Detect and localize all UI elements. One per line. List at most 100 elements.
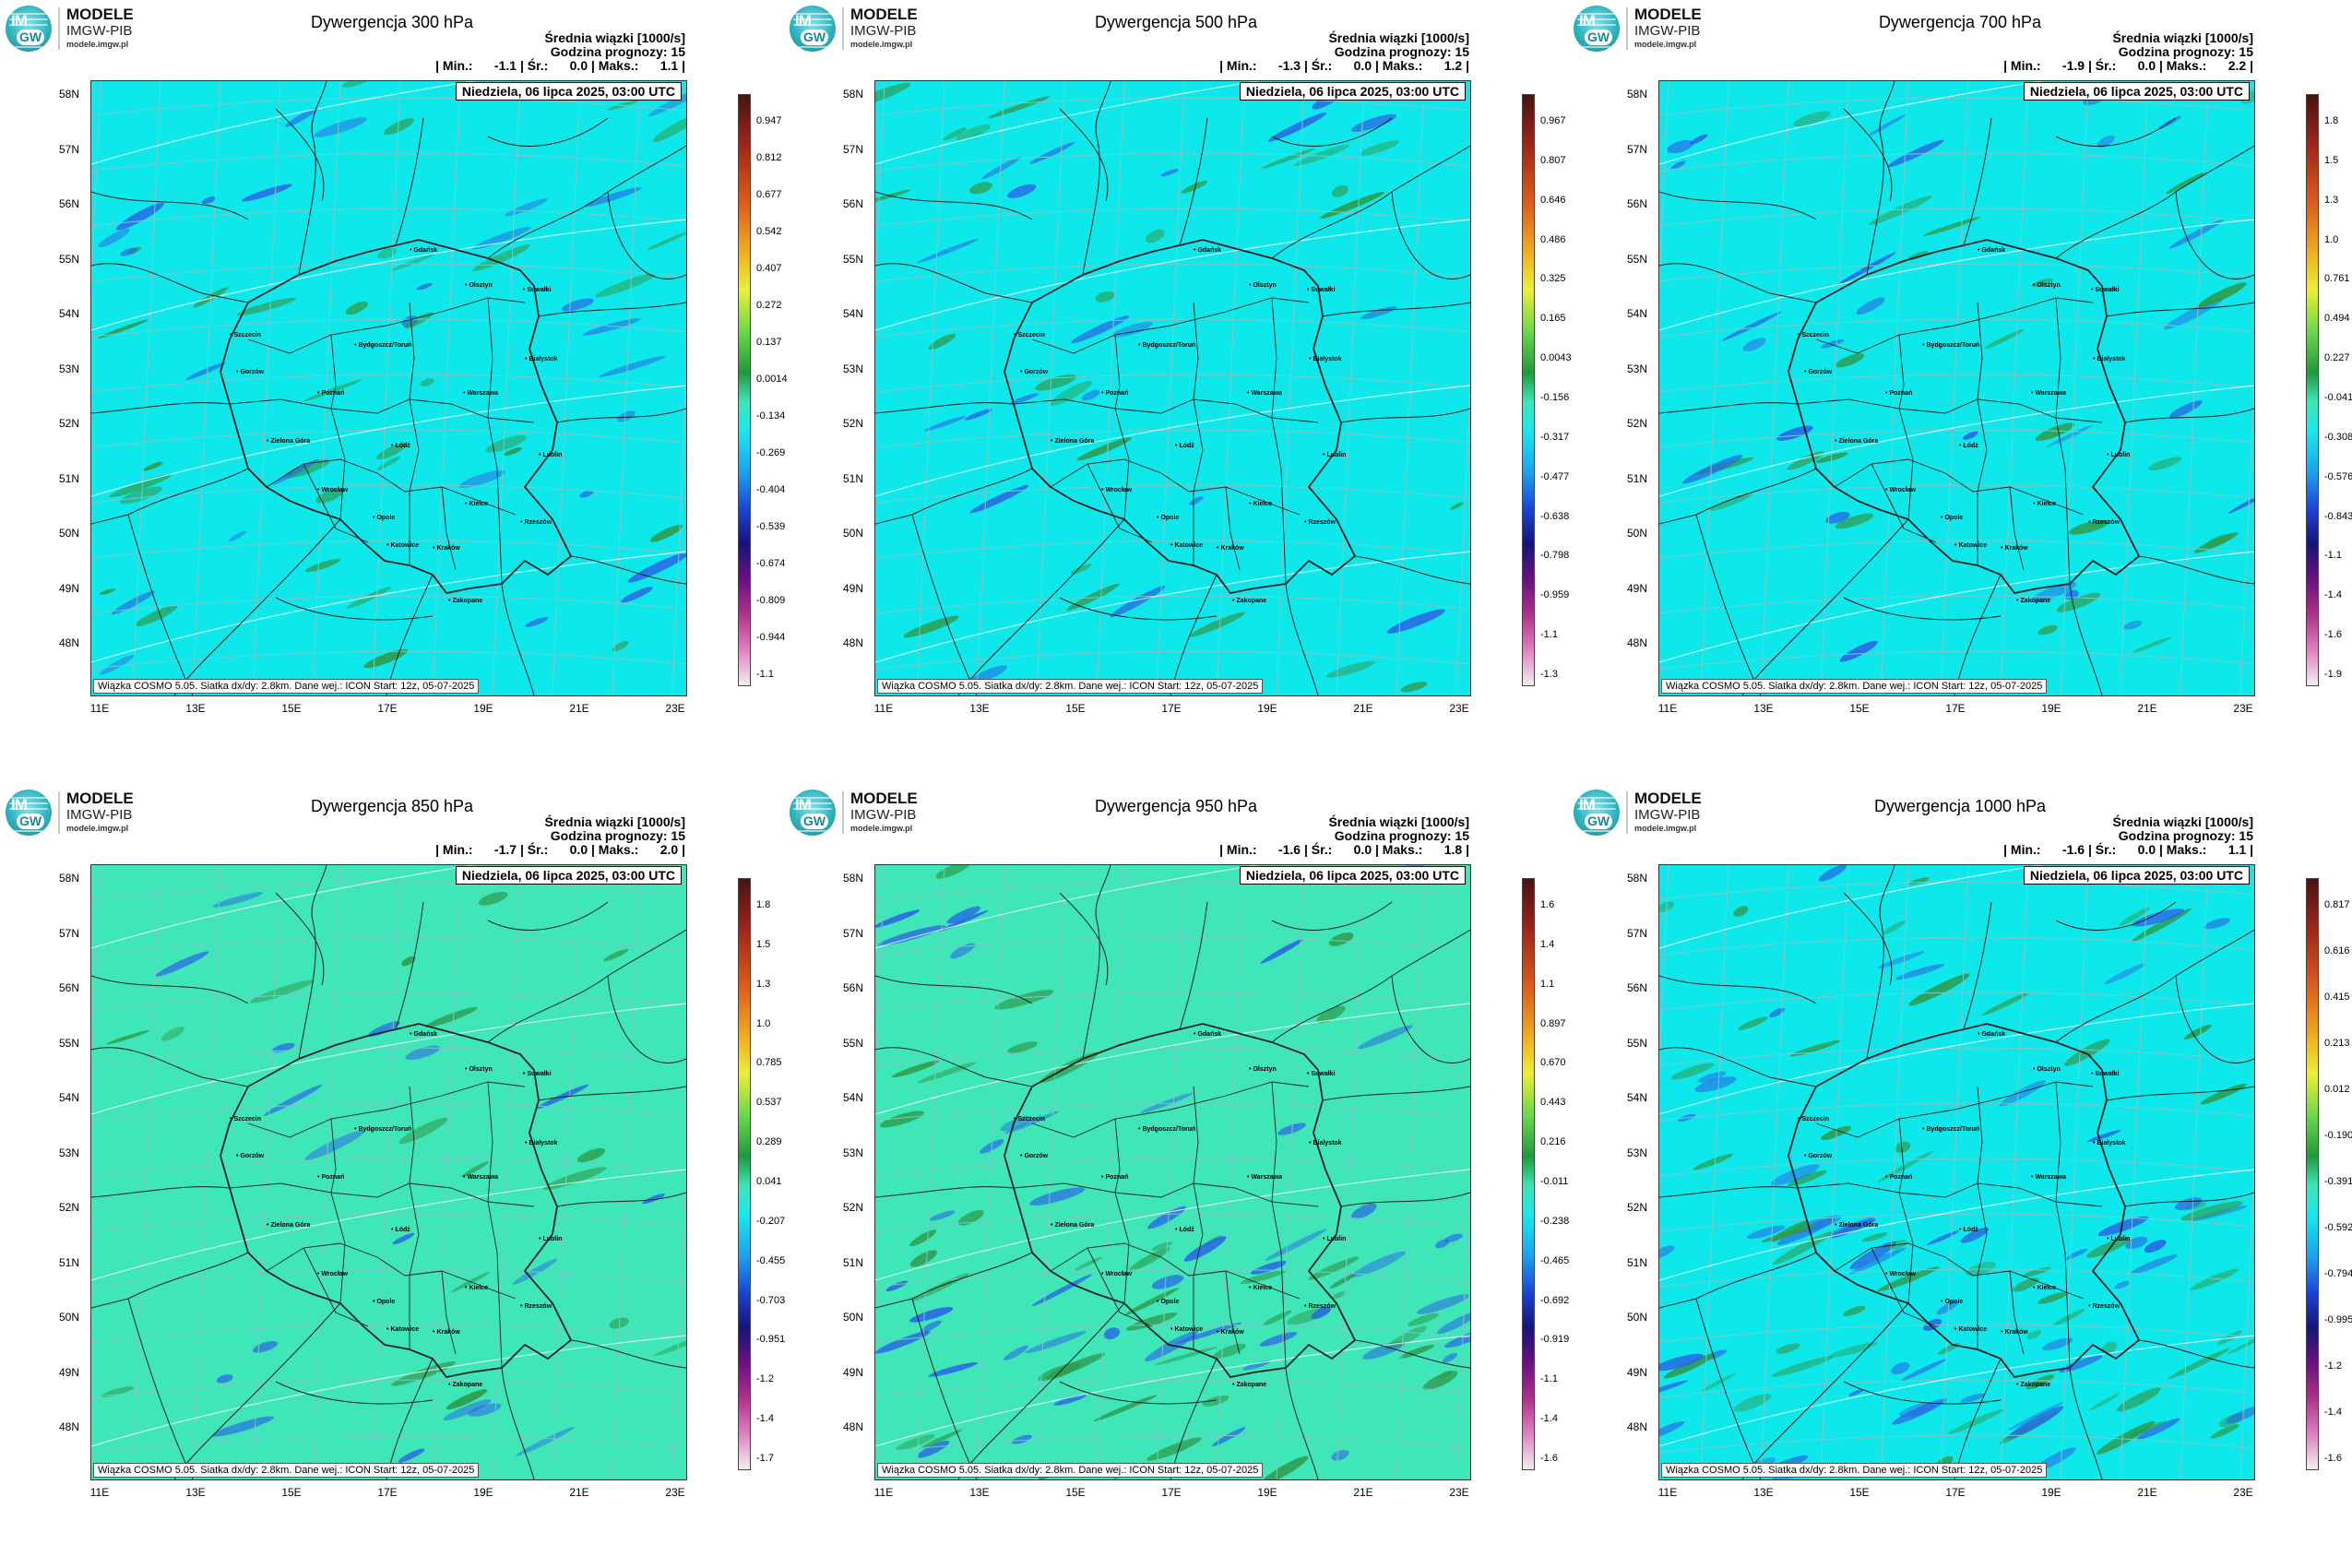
latitude-label: 52N: [59, 417, 80, 430]
divergence-patch: [398, 1117, 448, 1145]
divergence-patch: [928, 333, 956, 350]
divergence-patch: [909, 1307, 954, 1323]
city-label: Katowice: [1170, 1326, 1203, 1333]
country-border: [1059, 1381, 1218, 1405]
longitude-line: [132, 81, 161, 695]
city-label: Kraków: [2001, 1329, 2027, 1336]
latitude-line: [91, 1434, 686, 1454]
city-label: Warszawa: [2031, 390, 2066, 397]
stats-line: | Min.: -1.6 | Śr.: 0.0 | Maks.: 1.8 |: [1219, 842, 1469, 857]
latitude-line: [91, 208, 686, 227]
latitude-label: 53N: [1627, 1146, 1648, 1159]
divergence-patch: [272, 458, 319, 485]
latitude-label: 50N: [1627, 1311, 1648, 1324]
divergence-patch: [2123, 620, 2143, 630]
colorbar-tick-label: -0.798: [1540, 550, 1570, 562]
stats-line: | Min.: -1.7 | Śr.: 0.0 | Maks.: 2.0 |: [435, 842, 685, 857]
longitude-label: 21E: [1353, 1486, 1373, 1499]
divergence-patch: [1984, 328, 2025, 350]
colorbar-tick-label: 0.947: [756, 115, 782, 126]
voivodeship-border: [2009, 486, 2025, 571]
longitude-label: 13E: [185, 1486, 206, 1499]
country-border: [1354, 555, 1470, 585]
country-border: [91, 263, 249, 303]
latitude-line: [875, 263, 1470, 282]
mean-label: Średnia wiązki [1000/s]: [2112, 814, 2253, 829]
latitude-line: [875, 1324, 1470, 1343]
longitude-line: [1455, 377, 1470, 695]
country-border: [487, 117, 609, 147]
latitude-line: [1659, 1158, 2254, 1177]
divergence-patch: [443, 1399, 492, 1421]
latitude-label: 48N: [1627, 1420, 1648, 1433]
longitude-line: [612, 81, 641, 695]
divergence-map: Gdańsk Olsztyn Suwałki Szczecin Bydgoszcz/To…: [874, 864, 1471, 1480]
colorbar-tick-label: -0.638: [1540, 510, 1570, 522]
city-label: Suwałki: [1307, 1071, 1335, 1077]
longitude-line: [91, 865, 101, 1081]
country-border: [91, 191, 249, 220]
divergence-patch: [1160, 169, 1179, 177]
longitude-line: [671, 1161, 686, 1479]
colorbar-tick-label: 0.761: [2324, 273, 2350, 285]
divergence-patch: [1450, 502, 1464, 510]
divergence-patch: [943, 127, 968, 141]
latitude-line: [91, 650, 686, 670]
divergence-patch: [1926, 1230, 1960, 1245]
divergence-patch: [2136, 1418, 2180, 1440]
city-label: Kraków: [1217, 545, 1243, 552]
city-label: Warszawa: [2031, 1174, 2066, 1181]
city-label: Opole: [1157, 1299, 1179, 1305]
logo-badge-bottom: GW: [17, 814, 44, 829]
voivodeship-border: [487, 297, 503, 585]
geopotential-contour: [875, 865, 1261, 949]
divergence-patch: [346, 587, 392, 609]
latitude-line: [91, 595, 686, 614]
logo-url: modele.imgw.pl: [850, 40, 913, 49]
colorbar-tick-label: 1.6: [1540, 899, 1555, 910]
colorbar-tick-label: 0.216: [1540, 1136, 1566, 1148]
voivodeship-border: [1834, 458, 2085, 516]
city-label: Warszawa: [463, 390, 498, 397]
longitude-line: [2120, 81, 2149, 695]
latitude-label: 49N: [843, 1365, 864, 1379]
city-label: Wrocław: [1885, 487, 1916, 493]
longitude-label: 13E: [1753, 1486, 1774, 1499]
divergence-patch: [576, 1147, 606, 1163]
longitude-line: [1156, 81, 1185, 695]
longitude-line: [2180, 81, 2209, 695]
country-border: [1659, 468, 1817, 525]
imgw-logo: IM GW MODELE IMGW-PIB modele.imgw.pl: [1574, 6, 1712, 52]
city-label: Kielce: [2033, 501, 2056, 507]
longitude-label: 17E: [1945, 702, 1966, 715]
stats-line: | Min.: -1.6 | Śr.: 0.0 | Maks.: 1.1 |: [2003, 842, 2253, 857]
latitude-line: [91, 992, 686, 1011]
divergence-patch: [472, 226, 531, 250]
latitude-label: 51N: [59, 1255, 80, 1269]
longitude-line: [2120, 865, 2149, 1479]
country-border: [127, 514, 194, 695]
divergence-patch: [612, 640, 629, 652]
divergence-patch: [1128, 1247, 1170, 1272]
divergence-patch: [1422, 1371, 1458, 1391]
divergence-patch: [2086, 1130, 2121, 1143]
longitude-line: [1336, 865, 1365, 1479]
divergence-patch: [1260, 939, 1303, 964]
colorbar-tick-label: -0.190: [2324, 1130, 2352, 1141]
latitude-line: [1659, 374, 2254, 393]
voivodeship-border: [229, 1182, 535, 1207]
longitude-line: [916, 81, 945, 695]
stats-line: | Min.: -1.3 | Śr.: 0.0 | Maks.: 1.2 |: [1219, 58, 1469, 73]
latitude-line: [875, 1379, 1470, 1398]
divergence-patch: [2193, 532, 2239, 553]
latitude-label: 56N: [843, 197, 864, 210]
longitude-label: 21E: [569, 702, 589, 715]
latitude-label: 55N: [59, 252, 80, 266]
country-border: [1391, 975, 1470, 1063]
divergence-patch: [1664, 1353, 1716, 1379]
longitude-label: 13E: [969, 702, 990, 715]
longitude-line: [2239, 377, 2254, 695]
divergence-patch: [478, 891, 508, 906]
colorbar-tick-label: -0.539: [756, 521, 786, 532]
colorbar-tick-label: 1.5: [2324, 154, 2339, 166]
